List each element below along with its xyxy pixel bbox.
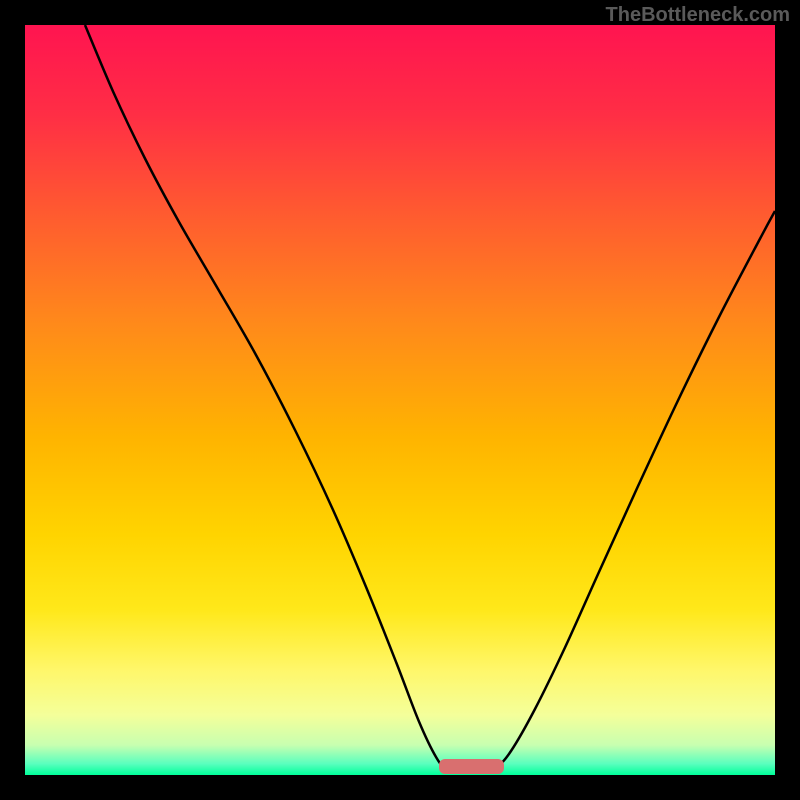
bottleneck-curve: [25, 25, 775, 775]
optimal-marker: [439, 759, 504, 774]
watermark-text: TheBottleneck.com: [606, 4, 790, 27]
plot-area: [25, 25, 775, 775]
